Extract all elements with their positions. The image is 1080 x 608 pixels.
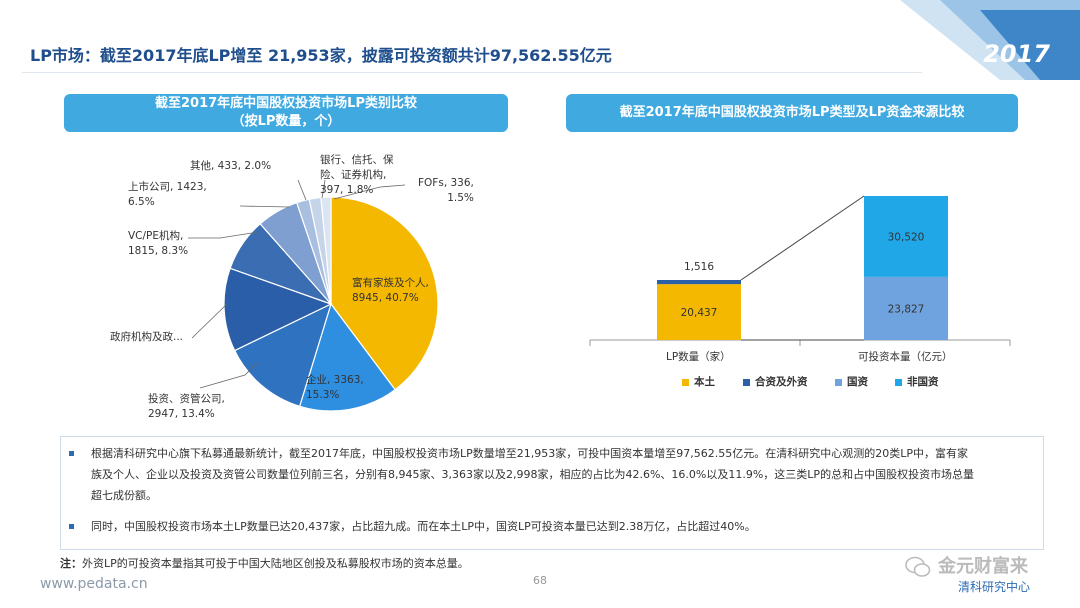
label-other-line1: 其他, 433, 2.0% <box>190 160 272 172</box>
leader-vcpe <box>188 231 259 239</box>
bar-chart-title: 截至2017年底中国股权投资市场LP类型及LP资金来源比较 <box>566 94 1018 132</box>
footnote: 注：外资LP的可投资本量指其可投于中国大陆地区创投及私募股权市场的资本总量。 <box>60 555 469 571</box>
label-invest-line2: 2947, 13.4% <box>148 408 215 420</box>
legend-swatch-nonstate <box>895 378 902 386</box>
pie-slice-1 <box>298 302 396 412</box>
bar-connector-top <box>740 195 865 281</box>
corner-decoration <box>900 0 1080 80</box>
pie-title-line1: 截至2017年底中国股权投资市场LP类别比较 <box>155 96 417 111</box>
title-divider <box>22 72 922 73</box>
pie-title-line2: （按LP数量，个） <box>231 114 341 129</box>
bullet-icon <box>69 451 74 456</box>
legend-swatch-state <box>835 378 842 386</box>
note-1-line-2: 族及个人、企业以及投资及资管公司数量位列前三名，分别有8,945家、3,363家… <box>91 468 975 481</box>
label-fofs-line2: 1.5% <box>447 192 474 204</box>
label-fofs-line1: FOFs, 336, <box>418 177 474 189</box>
legend-label-foreign: 合资及外资 <box>755 376 808 388</box>
label-rich-line2: 8945, 40.7% <box>352 292 419 304</box>
leader-invest <box>199 361 259 389</box>
label-invest-line1: 投资、资管公司, <box>148 393 225 405</box>
label-bank-line3: 397, 1.8% <box>320 184 374 196</box>
legend-item-foreign: 合资及外资 <box>743 374 808 389</box>
label-listed: 上市公司, 1423, 6.5% <box>128 180 207 210</box>
bar-segment-0-1 <box>657 280 741 285</box>
bar-category-0: LP数量（家） <box>666 351 731 363</box>
page-title: LP市场：截至2017年底LP增至 21,953家，披露可投资额共计97,562… <box>30 46 612 65</box>
leader-other <box>297 179 307 201</box>
pie-slice-3 <box>223 267 333 352</box>
label-rich-line1: 富有家族及个人, <box>352 277 429 289</box>
label-gov: 政府机构及政... <box>110 330 183 345</box>
note-1-line-3: 超七成份额。 <box>91 489 157 502</box>
legend-swatch-domestic <box>682 378 689 386</box>
footnote-text: 外资LP的可投资本量指其可投于中国大陆地区创投及私募股权市场的资本总量。 <box>82 557 469 570</box>
footnote-label: 注： <box>60 557 82 570</box>
label-corp-line2: 15.3% <box>306 389 340 401</box>
label-listed-line2: 6.5% <box>128 196 155 208</box>
label-invest: 投资、资管公司, 2947, 13.4% <box>148 392 225 422</box>
label-rich: 富有家族及个人, 8945, 40.7% <box>352 276 429 306</box>
label-other: 其他, 433, 2.0% <box>190 159 271 174</box>
label-bank-line1: 银行、信托、保 <box>320 154 394 166</box>
page-number: 68 <box>533 574 547 587</box>
label-gov-line1: 政府机构及政... <box>110 331 184 343</box>
bar-value-label-1-3: 30,520 <box>888 231 925 243</box>
label-corp: 企业, 3363, 15.3% <box>306 373 364 403</box>
note-2: 同时，中国股权投资市场本土LP数量已达20,437家，占比超九成。而在本土LP中… <box>91 520 756 533</box>
legend-swatch-foreign <box>743 378 750 386</box>
legend-label-domestic: 本土 <box>694 376 715 388</box>
bullet-icon <box>69 524 74 529</box>
notes-box: 根据清科研究中心旗下私募通最新统计，截至2017年底，中国股权投资市场LP数量增… <box>60 436 1044 550</box>
leader-fofs <box>333 184 406 200</box>
bar-value-label-0-0: 20,437 <box>681 307 718 319</box>
leader-bank <box>321 179 326 199</box>
label-listed-line1: 上市公司, 1423, <box>128 181 207 193</box>
bar-value-label-1-2: 23,827 <box>888 303 925 315</box>
legend-item-state: 国资 <box>835 374 868 389</box>
pie-slice-0 <box>330 196 439 391</box>
label-bank: 银行、信托、保 险、证券机构, 397, 1.8% <box>320 153 394 198</box>
watermark-source: 清科研究中心 <box>958 580 1031 594</box>
bar-segment-1-3 <box>864 196 948 277</box>
bar-segment-1-2 <box>864 276 948 340</box>
watermark-name: 金元财富来 <box>938 556 1028 577</box>
pie-chart-title: 截至2017年底中国股权投资市场LP类别比较 （按LP数量，个） <box>64 94 508 132</box>
legend-item-nonstate: 非国资 <box>895 374 939 389</box>
bar-category-1: 可投资本量（亿元） <box>858 351 953 363</box>
bar-value-label-0-1: 1,516 <box>684 261 714 273</box>
pie-slice-8 <box>320 196 332 305</box>
leader-gov <box>191 302 229 339</box>
bar-title-text: 截至2017年底中国股权投资市场LP类型及LP资金来源比较 <box>619 105 965 120</box>
year-badge: 2017 <box>983 40 1050 68</box>
note-1-line-1: 根据清科研究中心旗下私募通最新统计，截至2017年底，中国股权投资市场LP数量增… <box>91 447 968 460</box>
pie-slice-2 <box>233 302 332 408</box>
legend-item-domestic: 本土 <box>682 374 715 389</box>
legend-label-nonstate: 非国资 <box>907 376 939 388</box>
label-bank-line2: 险、证券机构, <box>320 169 387 181</box>
legend-label-state: 国资 <box>847 376 868 388</box>
label-vcpe-line1: VC/PE机构, <box>128 230 184 242</box>
label-fofs: FOFs, 336, 1.5% <box>418 176 474 206</box>
bar-segment-0-0 <box>657 284 741 340</box>
label-vcpe-line2: 1815, 8.3% <box>128 245 189 257</box>
wechat-icon <box>905 556 931 577</box>
label-vcpe: VC/PE机构, 1815, 8.3% <box>128 229 188 259</box>
label-corp-line1: 企业, 3363, <box>306 374 364 386</box>
website-link[interactable]: www.pedata.cn <box>40 576 148 592</box>
leader-listed <box>239 205 290 208</box>
